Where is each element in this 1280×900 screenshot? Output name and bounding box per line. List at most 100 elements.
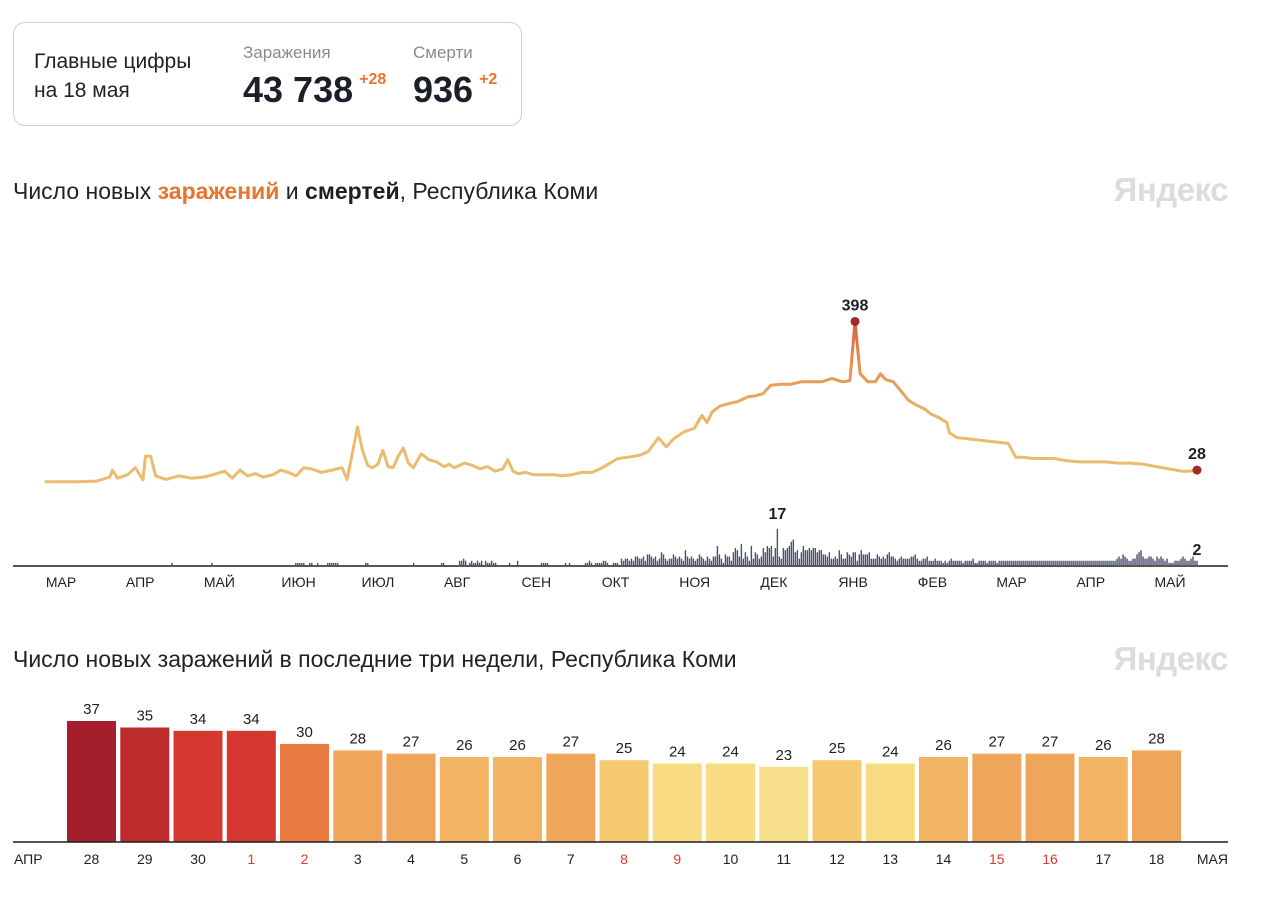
death-bar [1118,556,1120,565]
death-bar [594,562,597,565]
infections-peak-marker [850,316,860,326]
death-bar [686,556,689,565]
death-bar [778,556,781,565]
death-bar [1104,560,1106,565]
bar-chart-title: Число новых заражений в последние три не… [13,646,737,672]
death-bar [1140,550,1142,565]
death-bar [862,554,864,565]
death-bar [882,556,884,565]
death-bar [620,558,623,565]
death-bar [1068,560,1070,565]
death-bar [1108,560,1110,565]
death-bar [696,558,699,565]
death-bar [1196,560,1198,565]
death-bar [1054,560,1056,565]
death-bar [1122,554,1124,565]
death-bar [692,558,695,565]
death-bar [1154,560,1156,565]
death-bar [546,562,549,565]
bar [333,750,383,842]
death-bar [900,556,902,565]
death-bar [736,550,739,565]
death-bar [874,558,876,565]
death-bar [918,560,920,565]
yandex-logo: Яндекс [1113,171,1229,208]
death-bar [806,550,809,565]
death-bar [948,560,950,565]
death-bar [886,554,888,565]
death-bar [602,560,605,565]
death-bar [335,562,337,565]
death-bar [776,529,779,565]
death-bar [622,560,625,565]
death-bar [746,556,749,565]
death-bar [1182,556,1184,565]
month-label: ДЕК [760,574,788,590]
day-label: 15 [989,851,1005,867]
death-bar [702,558,705,565]
death-bar [858,554,860,565]
death-bar [564,562,567,565]
bar-value-label: 25 [616,740,633,757]
death-bar [1026,560,1028,565]
death-bar [906,558,908,565]
day-label: 7 [567,851,575,867]
death-bar [876,554,878,565]
month-label: ФЕВ [918,574,947,590]
death-bar [754,552,757,565]
death-bar [930,560,932,565]
death-bar [1080,560,1082,565]
death-bar [744,552,747,565]
death-bar [694,560,697,565]
death-bar [492,562,495,565]
death-bar [171,562,173,565]
death-bar [616,562,619,565]
main-chart-title-deaths: смертей [305,178,400,204]
death-bar [1102,560,1104,565]
death-bar [1048,560,1050,565]
death-bar [1162,558,1164,565]
death-bar [632,560,635,565]
deaths-metric: Смерти 936 +2 [413,43,497,111]
death-bar [802,545,805,565]
bar-value-label: 26 [1095,737,1112,754]
death-bar [872,558,874,565]
death-bar [1060,560,1062,565]
death-bar [916,558,918,565]
death-bar [1038,560,1040,565]
death-bar [1022,560,1024,565]
death-bar [898,558,900,565]
death-bar [1074,560,1076,565]
death-bar [638,558,641,565]
day-label: 11 [777,851,792,867]
bar-value-label: 27 [988,734,1005,751]
bar-value-label: 24 [722,744,739,761]
death-bar [870,558,872,565]
month-label: МАР [996,574,1026,590]
death-bar [1094,560,1096,565]
death-bar [722,562,725,565]
death-bar [488,562,491,565]
death-bar [984,560,986,565]
death-bar [1090,560,1092,565]
death-bar [928,560,930,565]
death-bar [894,558,896,565]
death-bar [718,554,721,565]
death-bar [464,560,467,565]
death-bar [1098,560,1100,565]
day-label: 6 [514,851,522,867]
death-bar [1008,560,1010,565]
main-chart: 398 28 17 2 МАР АПР МАЙ ИЮН ИЮЛ АВГ СЕН ОКТ НОЯ Д… [13,297,1228,590]
death-bar [768,548,771,565]
day-label: 14 [936,851,952,867]
death-bar [966,560,968,565]
death-bar [924,558,926,565]
death-bar [412,562,415,565]
death-bar [774,548,777,565]
death-bar [303,562,305,565]
death-bar [311,562,313,565]
death-bar [1160,556,1162,565]
bar [546,753,596,842]
death-bar [1164,560,1166,565]
death-bar [808,548,811,565]
